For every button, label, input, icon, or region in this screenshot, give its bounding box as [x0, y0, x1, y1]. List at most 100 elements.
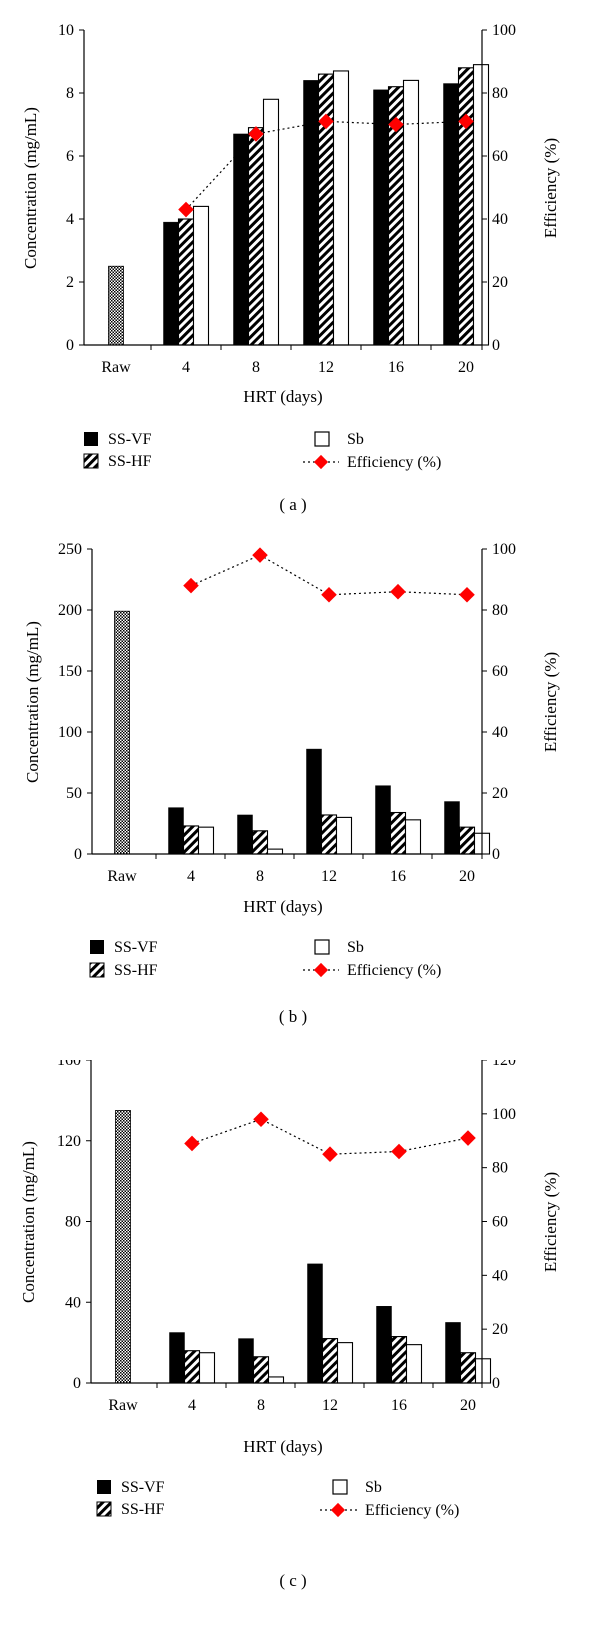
bar-ss-vf-8	[238, 1338, 254, 1384]
bar-ss-vf-12	[303, 80, 319, 346]
y-axis-label: Concentration (mg/mL)	[19, 1141, 38, 1303]
bar-sb-4	[192, 205, 210, 346]
y-tick-label: 50	[66, 785, 82, 802]
y2-tick-label: 0	[492, 337, 500, 354]
y-tick-label: 4	[66, 211, 74, 228]
y-axis-label: Concentration (mg/mL)	[21, 107, 40, 269]
y-tick-label: 100	[58, 724, 82, 741]
y2-tick-label: 40	[492, 724, 508, 741]
panel-label: ( c )	[279, 1571, 306, 1590]
x-tick-label: 16	[388, 359, 404, 376]
x-axis-label: HRT (days)	[243, 1437, 322, 1456]
x-tick-label: 4	[187, 868, 195, 885]
bar-ss-hf-16	[389, 811, 407, 855]
x-tick-label: 20	[458, 359, 474, 376]
efficiency-marker-20	[459, 586, 475, 603]
x-tick-label: 4	[182, 359, 190, 376]
legend-label-efficiency: Efficiency (%)	[365, 1502, 459, 1519]
legend-swatch-sb	[314, 939, 330, 955]
x-axis-label: HRT (days)	[243, 387, 322, 406]
legend-swatch-sshf	[83, 453, 99, 469]
bar-ss-hf-20	[459, 1352, 477, 1384]
legend-swatch-sshf	[96, 1501, 112, 1517]
legend-label-ssvf: SS-VF	[114, 939, 158, 956]
y2-tick-label: 0	[492, 846, 500, 863]
legend-label-sshf: SS-HF	[121, 1501, 165, 1518]
legend: SS-VF SS-HF Sb Efficiency (%)	[96, 1479, 459, 1519]
bar-raw	[108, 265, 124, 346]
bar-sb-20	[474, 1358, 492, 1384]
y2-tick-label: 60	[492, 1214, 508, 1231]
legend-efficiency-marker	[313, 454, 329, 470]
legend-label-sb: Sb	[347, 431, 364, 448]
bar-ss-hf-12	[320, 814, 338, 855]
y-tick-label: 0	[73, 1375, 81, 1392]
bar-ss-vf-8	[237, 814, 253, 855]
x-tick-label: 12	[318, 359, 334, 376]
bar-sb-8	[266, 848, 284, 855]
bar-ss-vf-20	[445, 1322, 461, 1384]
y-tick-label: 40	[65, 1294, 81, 1311]
y2-tick-label: 60	[492, 148, 508, 165]
y-tick-label: 150	[58, 663, 82, 680]
bar-sb-12	[335, 816, 353, 855]
efficiency-marker-16	[391, 1143, 407, 1160]
bar-ss-hf-8	[247, 127, 265, 346]
legend-efficiency-marker	[330, 1502, 346, 1518]
bar-ss-hf-12	[321, 1338, 339, 1384]
y2-tick-label: 80	[492, 1160, 508, 1177]
bar-ss-hf-20	[458, 826, 476, 855]
y-tick-label: 10	[58, 22, 74, 39]
bar-ss-vf-4	[168, 807, 184, 855]
chart-svg-b: 0 50 100 150 200 250 0 20 40 60 80 100 Raw 4 8 12 16 20 C…	[23, 541, 560, 1026]
efficiency-marker-4	[183, 577, 199, 594]
x-tick-label: 8	[257, 1397, 265, 1414]
x-tick-label: Raw	[107, 868, 137, 885]
bar-ss-hf-4	[177, 218, 195, 346]
bar-ss-hf-4	[182, 825, 200, 855]
y-tick-label: 0	[66, 337, 74, 354]
efficiency-marker-8	[248, 126, 264, 142]
bar-sb-4	[198, 1352, 216, 1384]
bar-ss-vf-16	[373, 89, 389, 346]
bar-sb-8	[262, 98, 280, 346]
legend-label-sb: Sb	[347, 939, 364, 956]
bar-sb-16	[405, 1344, 423, 1384]
y2-tick-label: 100	[492, 541, 516, 558]
bar-ss-vf-4	[163, 221, 179, 346]
y-tick-label: 250	[58, 541, 82, 558]
x-tick-label: Raw	[108, 1397, 138, 1414]
efficiency-marker-16	[390, 583, 406, 600]
y-tick-label: 6	[66, 148, 74, 165]
legend-label-ssvf: SS-VF	[108, 431, 152, 448]
x-tick-label: 12	[322, 1397, 338, 1414]
y-axis-label: Concentration (mg/mL)	[23, 621, 42, 783]
x-tick-label: 20	[459, 868, 475, 885]
legend-label-efficiency: Efficiency (%)	[347, 454, 441, 471]
efficiency-marker-20	[460, 1130, 476, 1146]
y2-tick-label: 100	[492, 22, 516, 39]
y-tick-label: 2	[66, 274, 74, 291]
bar-ss-hf-8	[251, 830, 269, 855]
efficiency-marker-12	[321, 586, 337, 603]
panel-label: ( b )	[279, 1007, 307, 1026]
bar-ss-vf-4	[169, 1332, 185, 1384]
y2-tick-label: 120	[492, 1060, 516, 1069]
bar-ss-vf-12	[306, 748, 322, 855]
y2-tick-label: 40	[492, 211, 508, 228]
chart-panel-a: 0 2 4 6 8 10 0 20 40 60 80 100 Raw 4 8 12 16 20 Concentra…	[0, 0, 600, 520]
efficiency-marker-8	[253, 1111, 269, 1127]
y2-tick-label: 100	[492, 1106, 516, 1123]
efficiency-marker-12	[322, 1146, 338, 1162]
x-tick-label: 4	[188, 1397, 196, 1414]
x-tick-label: 8	[256, 868, 264, 885]
legend-swatch-ssvf	[84, 432, 98, 446]
chart-svg-c: 0 40 80 120 160 0 20 40 60 80 100 120 Raw 4 8 12 16 20 Co…	[19, 1052, 560, 1590]
y-tick-label: 120	[57, 1133, 81, 1150]
bar-ss-hf-20	[457, 67, 475, 346]
y-tick-label: 0	[74, 846, 82, 863]
y2-tick-label: 40	[492, 1267, 508, 1284]
y-tick-label: 160	[57, 1060, 81, 1069]
bar-raw	[114, 610, 130, 855]
efficiency-marker-8	[252, 547, 268, 563]
